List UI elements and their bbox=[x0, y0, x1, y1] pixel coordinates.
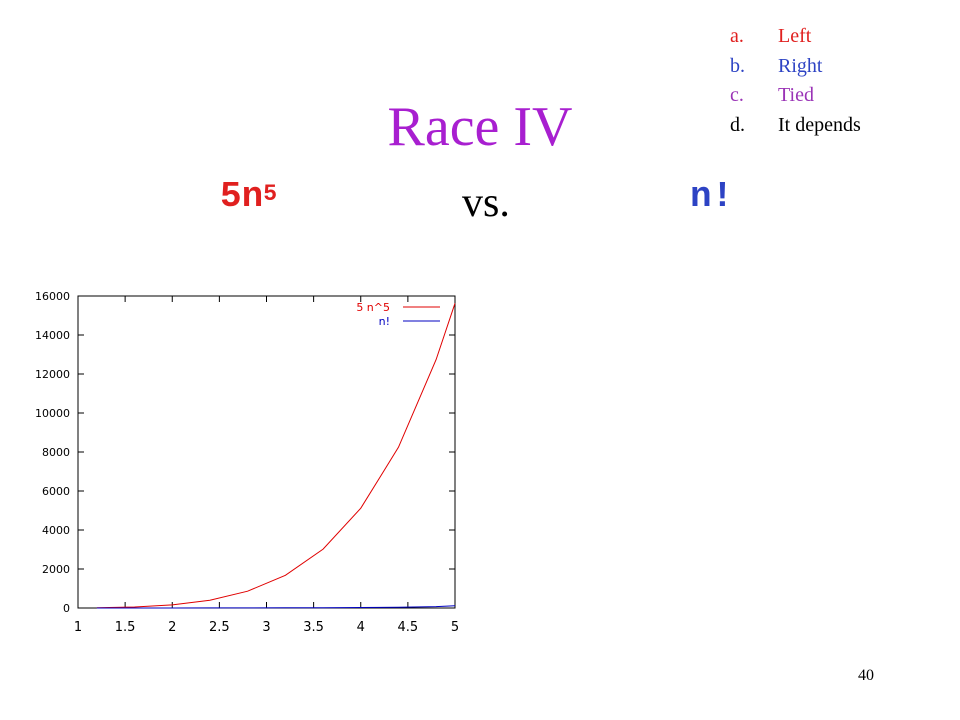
answer-choice-d: d. It depends bbox=[730, 111, 861, 141]
right-expression: n! bbox=[690, 176, 734, 217]
legend-label: 5 n^5 bbox=[356, 301, 390, 314]
x-tick-label: 1.5 bbox=[115, 620, 136, 635]
x-tick-label: 5 bbox=[451, 620, 459, 635]
answer-text: Right bbox=[778, 54, 823, 77]
x-tick-label: 2 bbox=[168, 620, 176, 635]
left-expression-exponent: 5 bbox=[263, 181, 278, 207]
answer-letter: d. bbox=[730, 113, 745, 136]
y-tick-label: 12000 bbox=[35, 368, 70, 381]
slide-title: Race IV bbox=[387, 96, 573, 158]
y-tick-label: 6000 bbox=[42, 485, 70, 498]
left-expression: 5n5 bbox=[220, 172, 277, 222]
series-line bbox=[96, 605, 456, 609]
versus-label: vs. bbox=[462, 180, 510, 226]
x-tick-label: 3.5 bbox=[303, 620, 324, 635]
answer-choice-c: c. Tied bbox=[730, 81, 861, 111]
x-tick-label: 1 bbox=[74, 620, 82, 635]
answer-text: It depends bbox=[778, 113, 861, 136]
answer-text: Tied bbox=[778, 84, 814, 106]
x-tick-label: 2.5 bbox=[209, 620, 230, 635]
y-tick-label: 14000 bbox=[35, 329, 70, 342]
answer-choice-a: a. Left bbox=[730, 22, 861, 52]
y-tick-label: 0 bbox=[63, 602, 70, 615]
x-tick-label: 4 bbox=[357, 620, 365, 635]
y-tick-label: 16000 bbox=[35, 290, 70, 303]
answer-text: Left bbox=[778, 25, 812, 47]
y-tick-label: 2000 bbox=[42, 563, 70, 576]
series-line bbox=[96, 303, 456, 609]
answer-letter: a. bbox=[730, 25, 744, 47]
answer-choices: a. Left b. Right c. Tied d. It depends bbox=[730, 22, 861, 140]
plot-frame bbox=[77, 295, 456, 609]
y-tick-label: 10000 bbox=[35, 407, 70, 420]
answer-choice-b: b. Right bbox=[730, 52, 861, 82]
answer-letter: b. bbox=[730, 54, 745, 77]
left-expression-base: 5n bbox=[220, 176, 264, 217]
legend-label: n! bbox=[379, 315, 390, 328]
page-number: 40 bbox=[858, 667, 874, 684]
y-tick-label: 4000 bbox=[42, 524, 70, 537]
y-tick-label: 8000 bbox=[42, 446, 70, 459]
x-tick-label: 4.5 bbox=[398, 620, 419, 635]
x-tick-label: 3 bbox=[262, 620, 270, 635]
answer-letter: c. bbox=[730, 84, 744, 106]
